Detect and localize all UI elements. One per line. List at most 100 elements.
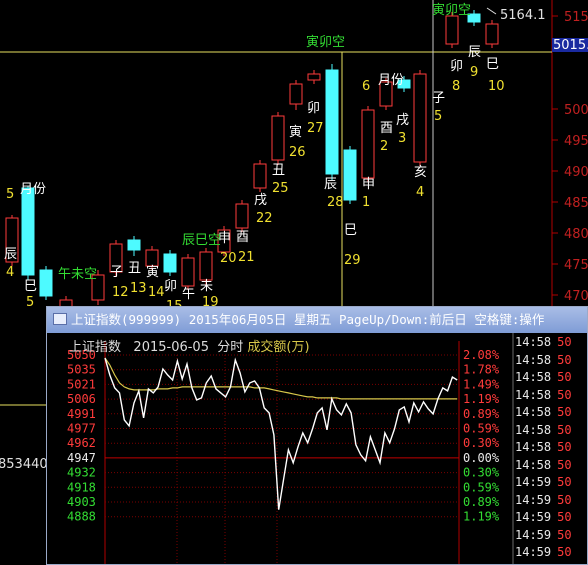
chart-annotation: 4: [416, 185, 424, 200]
tick-time: 14:58: [515, 353, 551, 367]
gap-annotation: 午未空: [58, 267, 97, 282]
left-axis-label: 4888: [67, 510, 96, 524]
candle-up: [272, 116, 284, 160]
intraday-chart[interactable]: 5050 2.08%5035 1.78%5021 1.49%5006 1.19%4991…: [47, 333, 588, 565]
volume-label: 成交额(万): [247, 340, 309, 355]
tick-time: 14:59: [515, 528, 551, 542]
chart-annotation: 22: [256, 211, 273, 226]
tick-value: 50: [557, 388, 571, 402]
tick-value: 50: [557, 405, 571, 419]
high-marker-label: 5164.1: [500, 8, 546, 23]
chart-annotation: 卯: [307, 101, 320, 116]
chart-annotation: 1: [362, 195, 370, 210]
chart-annotation: 21: [238, 250, 255, 265]
tick-row: 14:58 50: [515, 405, 572, 419]
price-tick-label: 4700: [564, 289, 588, 304]
tick-row: 14:59 50: [515, 528, 572, 542]
tick-time: 14:59: [515, 510, 551, 524]
candle-up: [290, 84, 302, 104]
left-axis-label: 4991: [67, 407, 96, 421]
tick-list: 14:58 50 14:58 50 14:58 50 14:58 50 14:58 50 14:58…: [513, 333, 588, 565]
chart-date: 2015-06-05: [133, 340, 209, 355]
left-axis-label: 4947: [67, 451, 96, 465]
right-axis-label: 1.78%: [463, 363, 500, 377]
tick-time: 14:59: [515, 475, 551, 489]
tick-row: 14:59 50: [515, 493, 572, 507]
price-tick-label: 4950: [564, 134, 588, 149]
left-axis-label: 5006: [67, 392, 96, 406]
chart-annotation: 29: [344, 253, 361, 268]
chart-annotation: 午: [182, 287, 195, 302]
index-name: 上证指数: [69, 340, 121, 355]
chart-annotation: 5: [26, 295, 34, 310]
chart-annotation: 辰: [468, 45, 481, 60]
gap-annotation: 寅卯空: [432, 2, 471, 18]
price-tick-label: 4800: [564, 227, 588, 242]
tick-time: 14:59: [515, 545, 551, 559]
chart-annotation: 5: [434, 109, 442, 124]
left-axis-label: 4977: [67, 422, 96, 436]
intraday-popup-window[interactable]: 上证指数(999999) 2015年06月05日 星期五 PageUp/Down…: [46, 306, 588, 565]
candle-up: [414, 74, 426, 162]
chart-annotation: 辰: [4, 247, 17, 262]
chart-annotation: 25: [272, 181, 289, 196]
tick-value: 50: [557, 510, 571, 524]
tick-value: 50: [557, 335, 571, 349]
tick-value: 50: [557, 423, 571, 437]
popup-subtitle: 上证指数 2015-06-05 分时 成交额(万): [69, 336, 310, 355]
tick-row: 14:58 50: [515, 458, 572, 472]
right-axis-label: 0.30%: [463, 436, 500, 450]
chart-annotation: 寅: [146, 264, 159, 280]
candle-up: [308, 74, 320, 80]
tick-time: 14:58: [515, 423, 551, 437]
chart-annotation: 2: [380, 139, 388, 154]
chart-annotation: 子: [432, 91, 445, 106]
candle-down: [22, 188, 34, 275]
chart-annotation: 丑: [128, 261, 141, 276]
price-tick-label: 4850: [564, 196, 588, 211]
tick-row: 14:59 50: [515, 545, 572, 559]
chart-annotation: 13: [130, 281, 147, 296]
chart-annotation: 卯: [450, 59, 463, 74]
left-axis-label: 5035: [67, 363, 96, 377]
gap-annotation: 寅卯空: [306, 34, 345, 50]
tick-row: 14:59 50: [515, 475, 572, 489]
candle-up: [200, 252, 212, 280]
popup-title-bar[interactable]: 上证指数(999999) 2015年06月05日 星期五 PageUp/Down…: [47, 307, 587, 333]
candle-up: [182, 258, 194, 286]
candle-down: [128, 240, 140, 250]
tick-value: 50: [557, 440, 571, 454]
chart-annotation: 申: [362, 177, 375, 192]
chart-annotation: 酉: [380, 121, 393, 136]
window-icon: [53, 313, 67, 325]
tick-row: 14:58 50: [515, 353, 572, 367]
candle-down: [344, 150, 356, 200]
right-axis-label: 2.08%: [463, 348, 500, 362]
right-axis-label: 0.89%: [463, 407, 500, 421]
chart-annotation: 4: [6, 265, 14, 280]
tick-value: 50: [557, 493, 571, 507]
right-axis-label: 1.19%: [463, 392, 500, 406]
chart-annotation: 27: [307, 121, 324, 136]
tick-row: 14:58 50: [515, 335, 572, 349]
price-tick-label: 5000: [564, 103, 588, 118]
chart-annotation: 戌: [254, 193, 267, 208]
chart-annotation: 26: [289, 145, 306, 160]
tick-value: 50: [557, 528, 571, 542]
tick-row: 14:58 50: [515, 370, 572, 384]
chart-annotation: 子: [110, 265, 123, 280]
tick-time: 14:58: [515, 388, 551, 402]
chart-annotation: 巳: [24, 279, 37, 294]
chart-annotation: 14: [148, 285, 165, 300]
tick-time: 14:58: [515, 405, 551, 419]
candle-up: [362, 110, 374, 178]
tick-row: 14:58 50: [515, 440, 572, 454]
price-tick-label: 4900: [564, 165, 588, 180]
chart-annotation: 巳: [486, 57, 499, 72]
chart-annotation: 12: [112, 285, 129, 300]
left-value-label: 853440: [0, 457, 48, 472]
price-tick-label: 5150: [564, 10, 588, 25]
candle-down: [326, 70, 338, 174]
right-axis-label: 1.49%: [463, 377, 500, 391]
chart-annotation: 8: [452, 79, 460, 94]
